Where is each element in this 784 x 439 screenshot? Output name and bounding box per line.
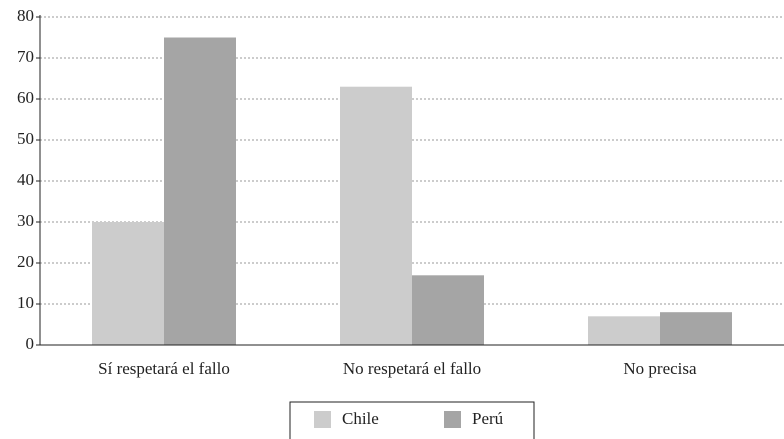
y-tick-label: 50	[17, 129, 34, 148]
x-tick-label: No respetará el fallo	[343, 359, 481, 378]
y-tick-label: 40	[17, 170, 34, 189]
y-tick-label: 80	[17, 6, 34, 25]
y-tick-label: 30	[17, 211, 34, 230]
bar	[340, 86, 412, 345]
y-tick-label: 0	[26, 334, 35, 353]
y-tick-label: 60	[17, 88, 34, 107]
bar	[660, 312, 732, 345]
bar	[588, 316, 660, 345]
legend-label: Chile	[342, 409, 379, 428]
y-tick-label: 10	[17, 293, 34, 312]
x-tick-label: No precisa	[623, 359, 697, 378]
bar	[412, 275, 484, 345]
legend-swatch	[314, 411, 331, 428]
legend-swatch	[444, 411, 461, 428]
x-tick-label: Sí respetará el fallo	[98, 359, 230, 378]
y-tick-label: 70	[17, 47, 34, 66]
bar	[92, 222, 164, 345]
y-tick-label: 20	[17, 252, 34, 271]
legend-box	[289, 401, 535, 439]
bar	[164, 37, 236, 345]
legend-label: Perú	[472, 409, 504, 428]
